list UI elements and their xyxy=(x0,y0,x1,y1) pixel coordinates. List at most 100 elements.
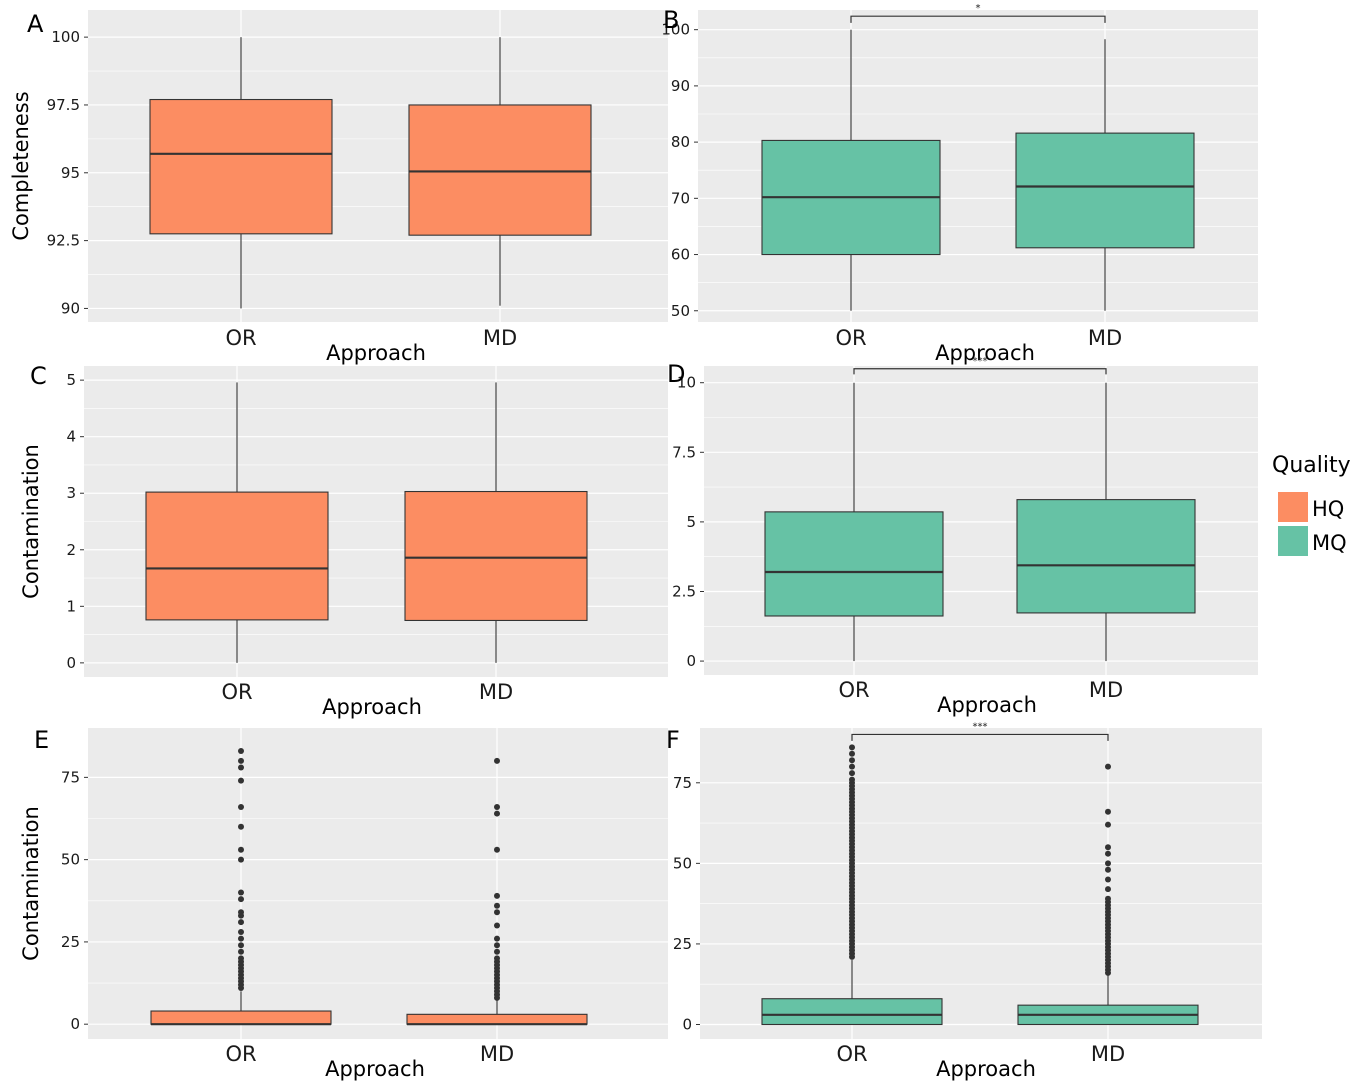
outlier-point xyxy=(494,949,500,955)
x-tick-label: MD xyxy=(1089,678,1123,702)
y-tick-label: 0 xyxy=(682,1015,692,1033)
y-tick-label: 2 xyxy=(66,541,76,559)
x-axis-label: Approach xyxy=(322,695,422,719)
y-tick-label: 50 xyxy=(61,851,80,869)
y-tick-label: 3 xyxy=(66,484,76,502)
outlier-point xyxy=(494,909,500,915)
outlier-point xyxy=(238,896,244,902)
panel-d: 02.557.510OR MD***DApproach xyxy=(667,356,1258,717)
outlier-point xyxy=(1105,851,1111,857)
y-tick-label: 7.5 xyxy=(672,443,696,461)
y-tick-label: 100 xyxy=(51,28,80,46)
box-body xyxy=(407,1014,587,1024)
y-tick-label: 25 xyxy=(61,933,80,951)
panel-background xyxy=(700,728,1262,1039)
x-tick-label: MD xyxy=(483,326,517,350)
y-tick-label: 95 xyxy=(61,164,80,182)
x-tick-label: MD xyxy=(1091,1042,1125,1066)
significance-label: * xyxy=(976,3,981,14)
legend-title: Quality xyxy=(1272,453,1351,478)
panel-letter: F xyxy=(666,726,680,754)
outlier-point xyxy=(238,909,244,915)
panel-f: 0 25 50 75 OR MD *** F Approach xyxy=(666,721,1262,1081)
panel-letter: C xyxy=(30,362,47,390)
box-body xyxy=(762,999,942,1025)
box-body xyxy=(405,492,587,621)
panel-c: 0 1 2 3 4 5 OR MD C Approach Contamination xyxy=(19,362,668,719)
y-tick-label: 92.5 xyxy=(47,232,80,250)
outlier-point xyxy=(1105,809,1111,815)
y-tick-label: 4 xyxy=(66,428,76,446)
panel-letter: D xyxy=(667,360,685,388)
outlier-point xyxy=(494,936,500,942)
y-tick-label: 90 xyxy=(61,299,80,317)
panel-letter: E xyxy=(34,726,49,754)
x-tick-label: MD xyxy=(480,1042,514,1066)
significance-label: *** xyxy=(973,356,988,367)
x-tick-label: MD xyxy=(479,680,513,704)
outlier-point xyxy=(238,847,244,853)
y-tick-label: 5 xyxy=(66,371,76,389)
outlier-point xyxy=(494,922,500,928)
legend-swatch-hq xyxy=(1278,492,1308,522)
outlier-point xyxy=(238,764,244,770)
x-axis-label: Approach xyxy=(326,341,426,365)
x-tick-label: OR xyxy=(835,326,866,350)
outlier-point xyxy=(494,942,500,948)
y-tick-label: 90 xyxy=(671,77,690,95)
x-tick-label: OR xyxy=(225,326,256,350)
y-tick-label: 50 xyxy=(673,854,692,872)
y-tick-label: 2.5 xyxy=(672,582,696,600)
outlier-point xyxy=(238,936,244,942)
x-axis-label: Approach xyxy=(937,693,1037,717)
y-tick-label: 50 xyxy=(671,302,690,320)
outlier-point xyxy=(238,748,244,754)
outlier-point xyxy=(1105,764,1111,770)
outlier-point xyxy=(238,758,244,764)
x-tick-label: OR xyxy=(221,680,252,704)
outlier-point xyxy=(849,757,855,763)
x-tick-label: OR xyxy=(225,1042,256,1066)
y-tick-label: 1 xyxy=(66,597,76,615)
panel-background xyxy=(88,728,668,1039)
legend: Quality HQ MQ xyxy=(1272,453,1351,556)
outlier-point xyxy=(494,903,500,909)
legend-swatch-mq xyxy=(1278,526,1308,556)
outlier-point xyxy=(494,804,500,810)
x-tick-label: OR xyxy=(836,1042,867,1066)
outlier-point xyxy=(238,942,244,948)
x-tick-label: OR xyxy=(838,678,869,702)
y-axis-label: Contamination xyxy=(19,444,43,599)
outlier-point xyxy=(1105,896,1111,902)
panel-b: 50 60 70 80 90 100 OR MD * B Approach xyxy=(661,3,1258,365)
outlier-point xyxy=(849,751,855,757)
significance-label: *** xyxy=(973,721,988,732)
outlier-point xyxy=(238,929,244,935)
outlier-point xyxy=(238,955,244,961)
outlier-point xyxy=(849,744,855,750)
outlier-point xyxy=(238,778,244,784)
box-body xyxy=(151,1011,331,1024)
outlier-point xyxy=(238,949,244,955)
box-body xyxy=(146,492,328,620)
outlier-point xyxy=(1105,867,1111,873)
y-axis-label: Contamination xyxy=(19,806,43,961)
y-tick-label: 70 xyxy=(671,189,690,207)
outlier-point xyxy=(238,804,244,810)
panel-letter: B xyxy=(663,6,679,34)
outlier-point xyxy=(849,777,855,783)
outlier-point xyxy=(1105,822,1111,828)
y-axis-label: Completeness xyxy=(9,91,33,240)
outlier-point xyxy=(849,770,855,776)
box-body xyxy=(1016,133,1194,248)
y-tick-label: 80 xyxy=(671,133,690,151)
x-axis-label: Approach xyxy=(325,1057,425,1081)
outlier-point xyxy=(494,893,500,899)
y-tick-label: 0 xyxy=(66,654,76,672)
outlier-point xyxy=(238,824,244,830)
box-body xyxy=(1017,500,1195,613)
y-tick-label: 75 xyxy=(61,768,80,786)
outlier-point xyxy=(1105,844,1111,850)
outlier-point xyxy=(494,847,500,853)
